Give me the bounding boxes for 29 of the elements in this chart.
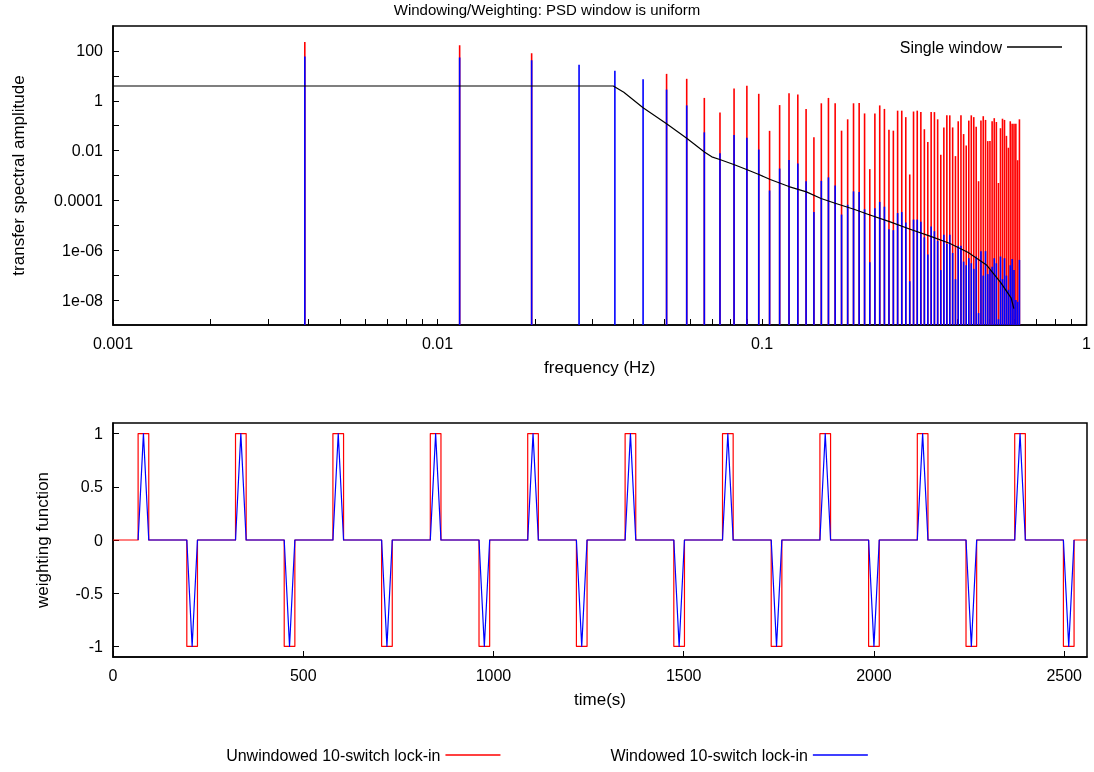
y-tick-label: 0.0001 bbox=[54, 191, 104, 209]
x-tick-label: 2500 bbox=[1046, 666, 1083, 684]
x-tick-label: 0 bbox=[108, 666, 118, 684]
x-tick-label: 1000 bbox=[475, 666, 512, 684]
x-tick-label: 0.01 bbox=[421, 334, 454, 352]
y-tick-label: 1 bbox=[94, 92, 104, 110]
x-tick-label: 0.1 bbox=[750, 334, 774, 352]
y-tick-label: 0 bbox=[94, 531, 104, 549]
legend-label: Windowed 10-switch lock-in bbox=[610, 746, 808, 764]
chart-title: Windowing/Weighting: PSD window is uniform bbox=[393, 1, 701, 18]
y-tick-label: 0.01 bbox=[71, 142, 104, 160]
x-axis-title: frequency (Hz) bbox=[544, 358, 656, 377]
x-tick-label: 0.001 bbox=[92, 334, 134, 352]
y-axis-title: transfer spectral amplitude bbox=[9, 75, 28, 276]
legend-label: Unwindowed 10-switch lock-in bbox=[226, 746, 441, 764]
legend-label: Single window bbox=[899, 38, 1003, 56]
y-tick-label: -1 bbox=[88, 637, 104, 655]
x-tick-label: 1 bbox=[1082, 334, 1092, 352]
y-axis-title: weighting function bbox=[33, 471, 52, 610]
x-tick-label: 500 bbox=[289, 666, 317, 684]
x-axis-title: time(s) bbox=[574, 690, 626, 709]
y-tick-label: 100 bbox=[76, 42, 104, 60]
x-tick-label: 1500 bbox=[665, 666, 702, 684]
y-tick-label: 1e-06 bbox=[62, 241, 104, 259]
y-tick-label: 1e-08 bbox=[62, 291, 104, 309]
y-tick-label: 1 bbox=[94, 425, 104, 443]
y-tick-label: 0.5 bbox=[80, 478, 104, 496]
y-tick-label: -0.5 bbox=[75, 584, 104, 602]
x-tick-label: 2000 bbox=[856, 666, 892, 684]
